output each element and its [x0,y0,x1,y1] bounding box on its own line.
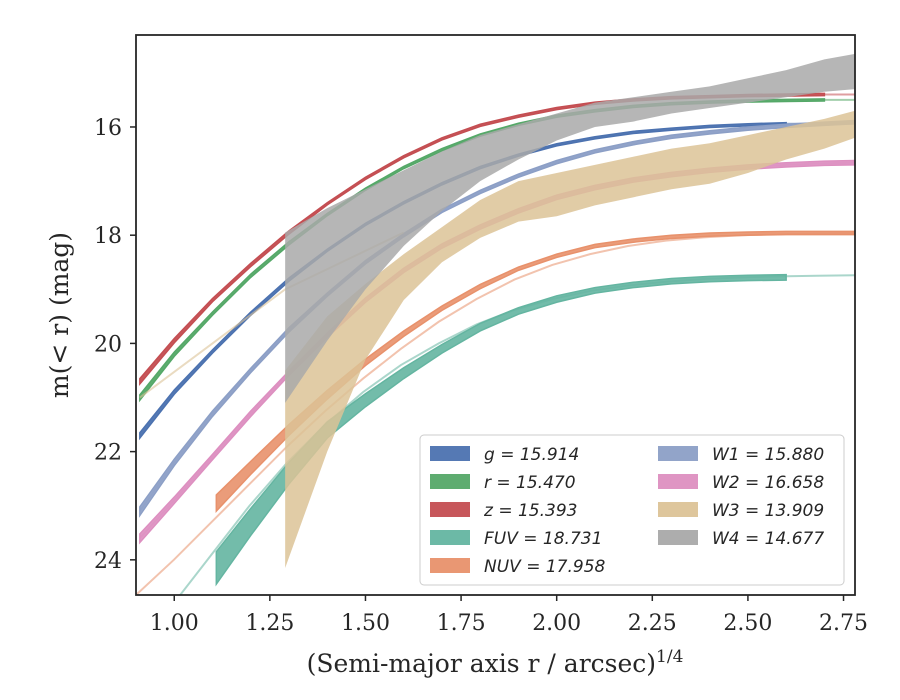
legend-swatch-w4 [658,530,698,545]
series-w4-band [285,53,855,403]
legend-label-z: z = 15.393 [483,501,577,521]
y-tick-label: 24 [94,549,122,574]
series-nuv-band [215,230,855,514]
x-axis-title: (Semi-major axis r / arcsec)1/4 [307,647,684,678]
series-z-band [139,92,826,387]
legend-swatch-w3 [658,502,698,517]
legend-label-w4: W4 = 14.677 [712,529,824,549]
legend-label-w3: W3 = 13.909 [712,501,824,521]
legend-swatch-w2 [658,474,698,489]
legend: g = 15.914 r = 15.470 z = 15.393 FUV = 18.7… [419,434,845,586]
legend-swatch-nuv [430,558,470,573]
y-tick-label: 20 [94,332,122,357]
series-layer [136,53,855,595]
x-tick-label: 2.00 [532,611,581,636]
x-tick-label: 2.25 [628,611,677,636]
x-tick-label: 1.00 [150,611,199,636]
legend-swatch-r [430,474,470,489]
y-tick-label: 16 [94,116,122,141]
legend-box [419,434,845,586]
legend-label-fuv: FUV = 18.731 [484,529,602,549]
x-tick-label: 2.50 [723,611,772,636]
legend-label-w1: W1 = 15.880 [712,445,824,465]
x-tick-label: 2.75 [819,611,868,636]
y-axis-title: m(< r) (mag) [45,232,74,398]
legend-swatch-fuv [430,530,470,545]
plot-frame [135,34,856,596]
legend-swatch-w1 [658,446,698,461]
x-tick-label: 1.25 [245,611,294,636]
legend-swatch-g [430,446,470,461]
legend-label-g: g = 15.914 [484,445,579,465]
x-tick-label: 1.50 [341,611,390,636]
legend-swatch-z [430,502,470,517]
legend-label-nuv: NUV = 17.958 [484,557,606,577]
y-tick-label: 22 [94,441,122,466]
legend-label-w2: W2 = 16.658 [712,473,824,493]
y-tick-label: 18 [94,224,122,249]
series-w3-band [285,110,855,568]
legend-label-r: r = 15.470 [484,473,576,493]
ticks-layer: 1.00 1.25 1.50 1.75 2.00 2.25 2.50 2.75 16 18 20 22… [94,116,868,636]
x-tick-label: 1.75 [437,611,486,636]
